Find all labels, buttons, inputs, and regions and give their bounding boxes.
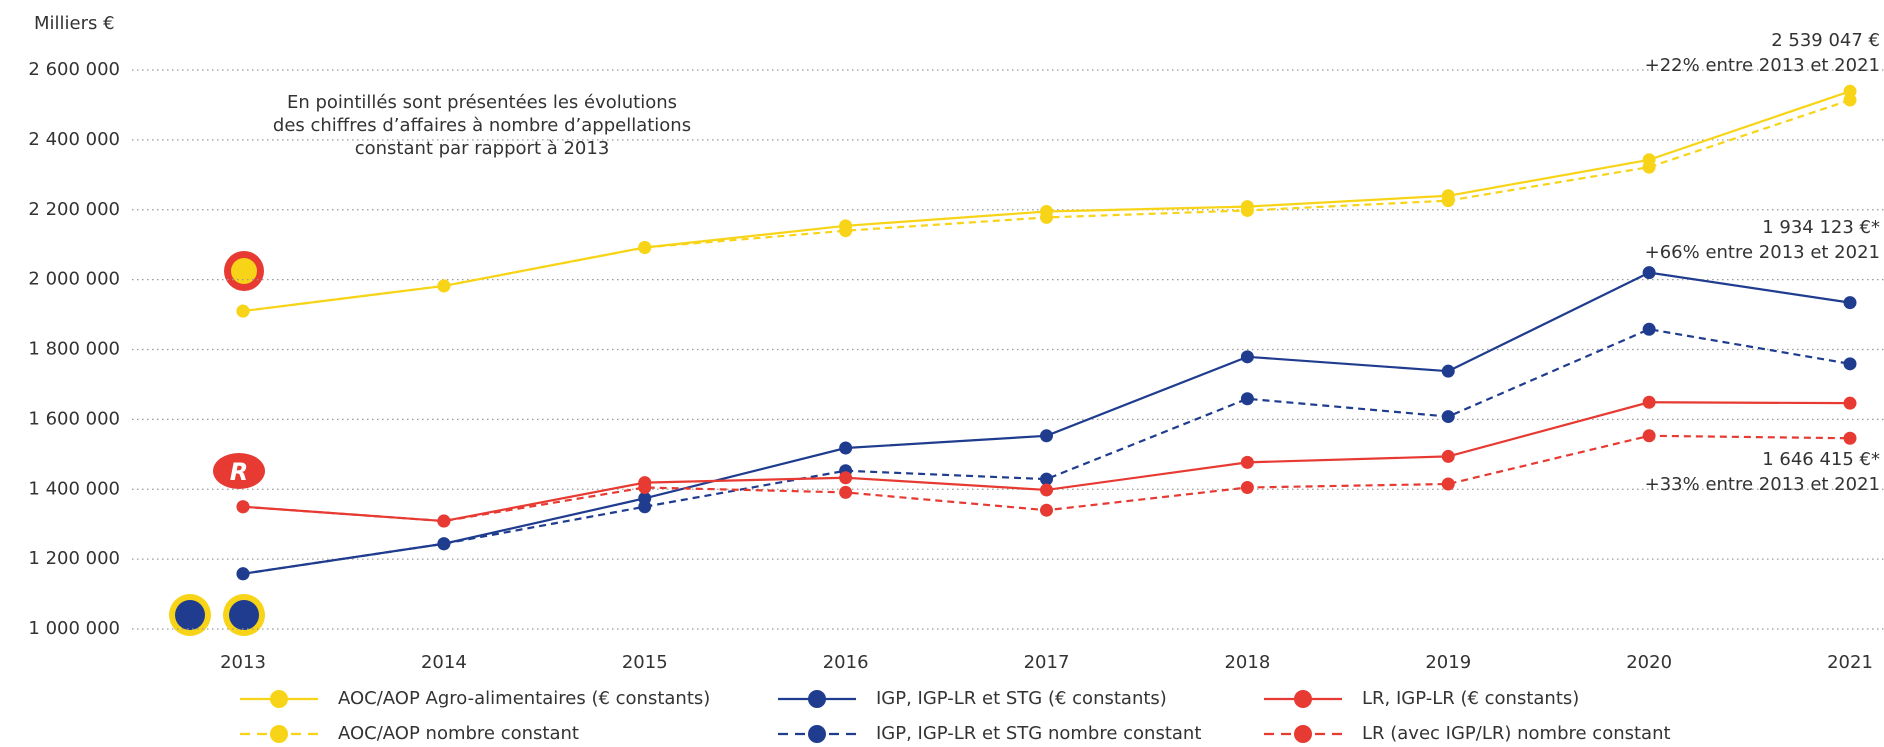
x-tick-label: 2020 bbox=[1626, 652, 1672, 673]
data-point bbox=[1240, 203, 1254, 217]
note: constant par rapport à 2013 bbox=[355, 138, 610, 159]
x-tick-label: 2017 bbox=[1024, 652, 1070, 673]
y-tick-label: 2 600 000 bbox=[28, 59, 120, 80]
legend-label: AOC/AOP Agro-alimentaires (€ constants) bbox=[338, 688, 710, 709]
data-point bbox=[1642, 160, 1656, 174]
annotation: +22% entre 2013 et 2021 bbox=[1645, 55, 1880, 76]
legend-label: IGP, IGP-LR et STG (€ constants) bbox=[876, 688, 1167, 709]
data-point bbox=[1642, 266, 1656, 280]
y-tick-label: 1 800 000 bbox=[28, 339, 120, 360]
svg-text:R: R bbox=[230, 458, 248, 486]
data-point bbox=[1843, 93, 1857, 107]
data-point bbox=[437, 537, 451, 551]
annotation: 2 539 047 € bbox=[1771, 30, 1880, 51]
data-point bbox=[236, 304, 250, 318]
y-tick-label: 1 000 000 bbox=[28, 618, 120, 639]
data-point bbox=[437, 279, 451, 293]
data-point bbox=[1441, 477, 1455, 491]
data-point bbox=[1040, 210, 1053, 224]
data-point bbox=[236, 567, 250, 581]
data-point bbox=[1040, 429, 1053, 443]
y-tick-label: 2 200 000 bbox=[28, 199, 120, 220]
legend-marker bbox=[270, 690, 288, 708]
legend-marker bbox=[808, 725, 826, 743]
data-point bbox=[1441, 364, 1455, 378]
data-point bbox=[1240, 455, 1254, 469]
annotation: 1 934 123 €* bbox=[1762, 217, 1880, 238]
x-tick-label: 2016 bbox=[823, 652, 869, 673]
x-tick-label: 2019 bbox=[1425, 652, 1471, 673]
legend-marker bbox=[1294, 725, 1312, 743]
data-point bbox=[1441, 449, 1455, 463]
data-point bbox=[1040, 472, 1053, 486]
logo-aop bbox=[224, 251, 264, 291]
data-point bbox=[1642, 395, 1656, 409]
legend-label: IGP, IGP-LR et STG nombre constant bbox=[876, 723, 1201, 744]
data-point bbox=[1441, 194, 1455, 208]
data-point bbox=[839, 471, 853, 485]
legend-marker bbox=[808, 690, 826, 708]
legend-label: LR (avec IGP/LR) nombre constant bbox=[1362, 723, 1671, 744]
x-tick-label: 2013 bbox=[220, 652, 266, 673]
data-point bbox=[839, 441, 853, 455]
data-point bbox=[1040, 483, 1053, 497]
logo-igp bbox=[169, 594, 211, 636]
y-tick-label: 2 000 000 bbox=[28, 269, 120, 290]
data-point bbox=[1843, 296, 1857, 310]
x-tick-label: 2014 bbox=[421, 652, 467, 673]
y-unit-label: Milliers € bbox=[34, 13, 115, 34]
legend-marker bbox=[1294, 690, 1312, 708]
logo-label-rouge: R bbox=[213, 453, 265, 489]
data-point bbox=[1642, 322, 1656, 336]
data-point bbox=[839, 224, 853, 238]
legend-marker bbox=[270, 725, 288, 743]
data-point bbox=[437, 514, 451, 528]
note: des chiffres d’affaires à nombre d’appel… bbox=[273, 115, 691, 136]
x-tick-label: 2021 bbox=[1827, 652, 1873, 673]
data-point bbox=[638, 240, 652, 254]
y-tick-label: 1 200 000 bbox=[28, 548, 120, 569]
data-point bbox=[1240, 350, 1254, 364]
data-point bbox=[1040, 503, 1053, 517]
x-tick-label: 2018 bbox=[1224, 652, 1270, 673]
y-tick-label: 1 600 000 bbox=[28, 408, 120, 429]
legend-label: LR, IGP-LR (€ constants) bbox=[1362, 688, 1579, 709]
data-point bbox=[638, 500, 652, 514]
data-point bbox=[638, 481, 652, 495]
data-point bbox=[1843, 357, 1857, 371]
y-tick-label: 1 400 000 bbox=[28, 478, 120, 499]
legend-label: AOC/AOP nombre constant bbox=[338, 723, 579, 744]
data-point bbox=[839, 485, 853, 499]
data-point bbox=[1642, 429, 1656, 443]
data-point bbox=[1441, 410, 1455, 424]
annotation: 1 646 415 €* bbox=[1762, 449, 1880, 470]
series-line bbox=[242, 401, 1851, 523]
data-point bbox=[1240, 392, 1254, 406]
series-line bbox=[242, 328, 1851, 575]
annotation: +66% entre 2013 et 2021 bbox=[1645, 242, 1880, 263]
y-tick-label: 2 400 000 bbox=[28, 129, 120, 150]
series-line bbox=[242, 271, 1851, 575]
x-tick-label: 2015 bbox=[622, 652, 668, 673]
annotation: +33% entre 2013 et 2021 bbox=[1645, 474, 1880, 495]
data-point bbox=[236, 500, 250, 514]
logo-stg bbox=[223, 594, 265, 636]
note: En pointillés sont présentées les évolut… bbox=[287, 92, 677, 113]
data-point bbox=[1843, 431, 1857, 445]
data-point bbox=[1843, 396, 1857, 410]
data-point bbox=[1240, 481, 1254, 495]
